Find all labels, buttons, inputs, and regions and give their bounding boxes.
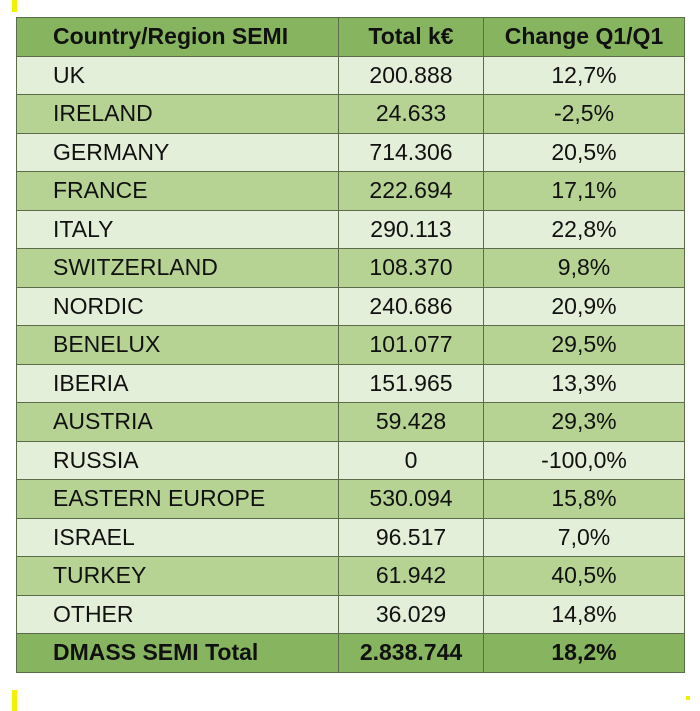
row-total-cell: 200.888	[338, 55, 484, 95]
row-country-cell: NORDIC	[16, 286, 339, 326]
table-row: OTHER 36.029 14,8%	[16, 594, 685, 634]
row-change-cell: 13,3%	[483, 363, 685, 403]
row-change-cell: 40,5%	[483, 556, 685, 596]
table-row: ITALY 290.113 22,8%	[16, 209, 685, 249]
row-change-cell: 29,5%	[483, 325, 685, 365]
table-header-row: Country/Region SEMI Total k€ Change Q1/Q…	[16, 17, 685, 57]
table-row: BENELUX 101.077 29,5%	[16, 325, 685, 365]
row-total-cell: 222.694	[338, 171, 484, 211]
row-total-cell: 36.029	[338, 594, 484, 634]
row-country-cell: AUSTRIA	[16, 402, 339, 442]
row-total-cell: 24.633	[338, 94, 484, 134]
row-change-cell: 9,8%	[483, 248, 685, 288]
row-total-cell: 714.306	[338, 132, 484, 172]
row-country-cell: TURKEY	[16, 556, 339, 596]
table-row: GERMANY 714.306 20,5%	[16, 132, 685, 172]
row-total-cell: 59.428	[338, 402, 484, 442]
table-row: FRANCE 222.694 17,1%	[16, 171, 685, 211]
total-label: DMASS SEMI Total	[16, 633, 339, 673]
row-change-cell: 14,8%	[483, 594, 685, 634]
header-country: Country/Region SEMI	[16, 17, 339, 57]
row-country-cell: FRANCE	[16, 171, 339, 211]
row-change-cell: -2,5%	[483, 94, 685, 134]
semi-sales-table: Country/Region SEMI Total k€ Change Q1/Q…	[16, 17, 685, 673]
total-row: DMASS SEMI Total 2.838.744 18,2%	[16, 633, 685, 673]
row-change-cell: -100,0%	[483, 440, 685, 480]
row-total-cell: 108.370	[338, 248, 484, 288]
table-row: SWITZERLAND 108.370 9,8%	[16, 248, 685, 288]
table-row: RUSSIA 0 -100,0%	[16, 440, 685, 480]
table-body: UK 200.888 12,7% IRELAND 24.633 -2,5% GERMANY 7…	[16, 55, 685, 634]
row-total-cell: 530.094	[338, 479, 484, 519]
total-change: 18,2%	[483, 633, 685, 673]
header-change: Change Q1/Q1	[483, 17, 685, 57]
row-total-cell: 240.686	[338, 286, 484, 326]
row-country-cell: GERMANY	[16, 132, 339, 172]
row-total-cell: 290.113	[338, 209, 484, 249]
total-value: 2.838.744	[338, 633, 484, 673]
table-row: UK 200.888 12,7%	[16, 55, 685, 95]
row-country-cell: EASTERN EUROPE	[16, 479, 339, 519]
header-total: Total k€	[338, 17, 484, 57]
table-row: IBERIA 151.965 13,3%	[16, 363, 685, 403]
table-row: ISRAEL 96.517 7,0%	[16, 517, 685, 557]
row-change-cell: 15,8%	[483, 479, 685, 519]
row-total-cell: 0	[338, 440, 484, 480]
edge-marker-bottom	[12, 690, 17, 711]
row-change-cell: 29,3%	[483, 402, 685, 442]
row-change-cell: 20,5%	[483, 132, 685, 172]
edge-marker-dot	[686, 696, 690, 700]
row-country-cell: OTHER	[16, 594, 339, 634]
row-change-cell: 12,7%	[483, 55, 685, 95]
row-change-cell: 7,0%	[483, 517, 685, 557]
row-change-cell: 22,8%	[483, 209, 685, 249]
table-row: AUSTRIA 59.428 29,3%	[16, 402, 685, 442]
row-total-cell: 101.077	[338, 325, 484, 365]
row-change-cell: 17,1%	[483, 171, 685, 211]
table-row: NORDIC 240.686 20,9%	[16, 286, 685, 326]
row-total-cell: 96.517	[338, 517, 484, 557]
edge-marker-top	[12, 0, 17, 12]
row-country-cell: ITALY	[16, 209, 339, 249]
row-country-cell: IBERIA	[16, 363, 339, 403]
row-total-cell: 151.965	[338, 363, 484, 403]
row-country-cell: IRELAND	[16, 94, 339, 134]
row-total-cell: 61.942	[338, 556, 484, 596]
row-country-cell: SWITZERLAND	[16, 248, 339, 288]
row-country-cell: ISRAEL	[16, 517, 339, 557]
table-row: IRELAND 24.633 -2,5%	[16, 94, 685, 134]
table-row: TURKEY 61.942 40,5%	[16, 556, 685, 596]
row-change-cell: 20,9%	[483, 286, 685, 326]
row-country-cell: RUSSIA	[16, 440, 339, 480]
table-row: EASTERN EUROPE 530.094 15,8%	[16, 479, 685, 519]
row-country-cell: BENELUX	[16, 325, 339, 365]
row-country-cell: UK	[16, 55, 339, 95]
